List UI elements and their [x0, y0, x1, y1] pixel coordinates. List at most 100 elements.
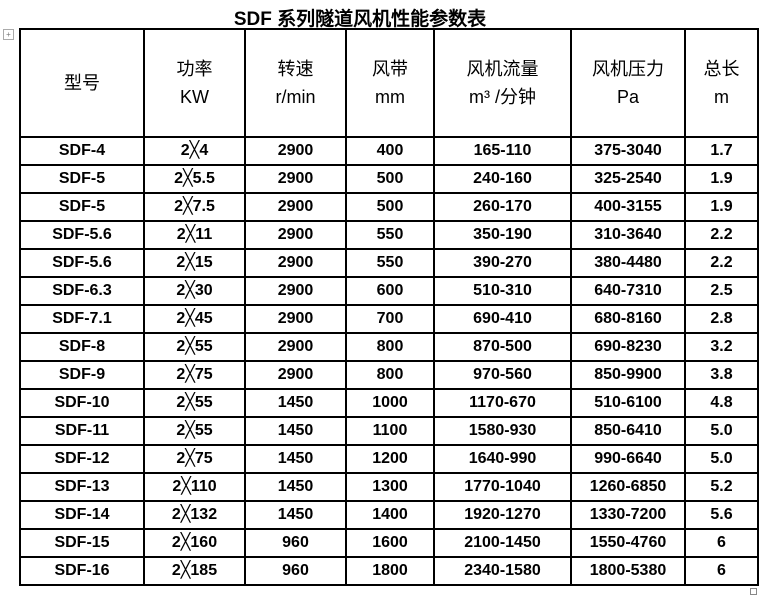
table-cell: SDF-10	[19, 388, 145, 418]
table-cell: 2900	[244, 360, 347, 390]
header-unit: m³ /分钟	[469, 87, 536, 107]
table-move-handle-icon[interactable]: +	[3, 29, 14, 40]
header-unit: mm	[375, 87, 405, 107]
table-cell: 1100	[345, 416, 435, 446]
table-cell: 690-410	[433, 304, 572, 334]
table-cell: 3.8	[684, 360, 759, 390]
table-cell: 6	[684, 528, 759, 558]
table-cell: 5.0	[684, 444, 759, 474]
table-cell: 1200	[345, 444, 435, 474]
table-cell: 1800	[345, 556, 435, 586]
table-cell: SDF-5	[19, 192, 145, 222]
table-cell: SDF-7.1	[19, 304, 145, 334]
table-cell: 5.2	[684, 472, 759, 502]
table-cell: 2╳75	[143, 444, 246, 474]
header-unit: m	[714, 87, 729, 107]
table-cell: 1.9	[684, 192, 759, 222]
table-cell: SDF-6.3	[19, 276, 145, 306]
table-cell: SDF-4	[19, 136, 145, 166]
table-cell: 600	[345, 276, 435, 306]
table-row: SDF-5.6 2╳15 2900 550 390-270 380-4480 2.2	[19, 248, 759, 278]
table-cell: 1330-7200	[570, 500, 686, 530]
table-cell: 1.7	[684, 136, 759, 166]
table-cell: 1450	[244, 416, 347, 446]
table-cell: 510-6100	[570, 388, 686, 418]
table-cell: 1770-1040	[433, 472, 572, 502]
table-cell: 700	[345, 304, 435, 334]
table-cell: 850-6410	[570, 416, 686, 446]
header-name: 转速	[277, 59, 314, 79]
table-cell: 2╳15	[143, 248, 246, 278]
fan-parameter-table: 型号 功率 KW 转速 r/min 风带 mm 风机流量 m³ /分钟 风机压力 Pa 总长 m SDF…	[19, 28, 759, 586]
header-name: 总长	[703, 59, 740, 79]
table-cell: 1450	[244, 472, 347, 502]
table-cell: SDF-5	[19, 164, 145, 194]
table-cell: 960	[244, 556, 347, 586]
table-cell: SDF-16	[19, 556, 145, 586]
header-cell: 功率 KW	[143, 28, 246, 138]
table-cell: 960	[244, 528, 347, 558]
table-cell: 2╳5.5	[143, 164, 246, 194]
table-row: SDF-5 2╳7.5 2900 500 260-170 400-3155 1.9	[19, 192, 759, 222]
table-row: SDF-10 2╳55 1450 1000 1170-670 510-6100 4.8	[19, 388, 759, 418]
table-cell: 1450	[244, 500, 347, 530]
table-cell: 850-9900	[570, 360, 686, 390]
table-cell: 2╳55	[143, 416, 246, 446]
table-cell: 1300	[345, 472, 435, 502]
table-cell: 2900	[244, 332, 347, 362]
header-name: 型号	[64, 73, 100, 93]
table-cell: 690-8230	[570, 332, 686, 362]
table-cell: 375-3040	[570, 136, 686, 166]
header-name: 功率	[176, 59, 213, 79]
table-cell: 2╳4	[143, 136, 246, 166]
table-cell: 800	[345, 360, 435, 390]
header-cell: 转速 r/min	[244, 28, 347, 138]
table-cell: 5.6	[684, 500, 759, 530]
table-cell: 800	[345, 332, 435, 362]
header-name: 风机压力	[592, 59, 664, 79]
table-row: SDF-5.6 2╳11 2900 550 350-190 310-3640 2.2	[19, 220, 759, 250]
table-row: SDF-14 2╳132 1450 1400 1920-1270 1330-7200 5.6	[19, 500, 759, 530]
table-cell: 165-110	[433, 136, 572, 166]
table-cell: 2100-1450	[433, 528, 572, 558]
table-cell: 390-270	[433, 248, 572, 278]
table-cell: 1600	[345, 528, 435, 558]
table-cell: 1.9	[684, 164, 759, 194]
table-cell: 2.2	[684, 220, 759, 250]
header-unit: Pa	[616, 87, 640, 107]
table-cell: 510-310	[433, 276, 572, 306]
table-cell: 4.8	[684, 388, 759, 418]
table-cell: 310-3640	[570, 220, 686, 250]
table-cell: 550	[345, 248, 435, 278]
table-cell: SDF-5.6	[19, 248, 145, 278]
table-cell: 400	[345, 136, 435, 166]
table-cell: 350-190	[433, 220, 572, 250]
table-cell: 2900	[244, 164, 347, 194]
table-cell: 2900	[244, 136, 347, 166]
table-cell: 3.2	[684, 332, 759, 362]
table-cell: 640-7310	[570, 276, 686, 306]
table-cell: 2.5	[684, 276, 759, 306]
table-cell: 2╳11	[143, 220, 246, 250]
table-cell: 2900	[244, 276, 347, 306]
table-cell: SDF-15	[19, 528, 145, 558]
table-cell: 2╳30	[143, 276, 246, 306]
table-cell: 2╳185	[143, 556, 246, 586]
table-cell: SDF-14	[19, 500, 145, 530]
table-cell: 2╳55	[143, 388, 246, 418]
table-cell: 1800-5380	[570, 556, 686, 586]
table-row: SDF-11 2╳55 1450 1100 1580-930 850-6410 5.0	[19, 416, 759, 446]
document-title: SDF 系列隧道风机性能参数表	[233, 9, 487, 30]
table-cell: 1550-4760	[570, 528, 686, 558]
table-cell: 1170-670	[433, 388, 572, 418]
table-row: SDF-16 2╳185 960 1800 2340-1580 1800-5380 6	[19, 556, 759, 586]
table-cell: 1580-930	[433, 416, 572, 446]
table-cell: SDF-11	[19, 416, 145, 446]
header-cell: 总长 m	[684, 28, 759, 138]
table-cell: 5.0	[684, 416, 759, 446]
table-cell: 6	[684, 556, 759, 586]
table-cell: 2.8	[684, 304, 759, 334]
table-cell: SDF-9	[19, 360, 145, 390]
table-cell: SDF-8	[19, 332, 145, 362]
table-resize-handle-icon[interactable]	[750, 588, 757, 595]
